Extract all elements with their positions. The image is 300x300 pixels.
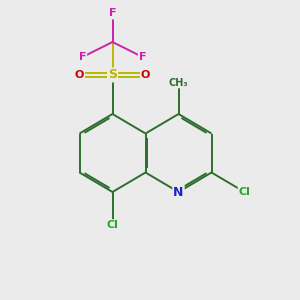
Text: O: O: [75, 70, 84, 80]
Text: F: F: [79, 52, 86, 62]
Text: Cl: Cl: [238, 187, 250, 197]
Text: CH₃: CH₃: [169, 77, 188, 88]
Text: Cl: Cl: [106, 220, 119, 230]
Text: N: N: [173, 185, 184, 199]
Text: F: F: [109, 8, 116, 19]
Text: O: O: [141, 70, 150, 80]
Text: F: F: [139, 52, 146, 62]
Text: S: S: [108, 68, 117, 82]
